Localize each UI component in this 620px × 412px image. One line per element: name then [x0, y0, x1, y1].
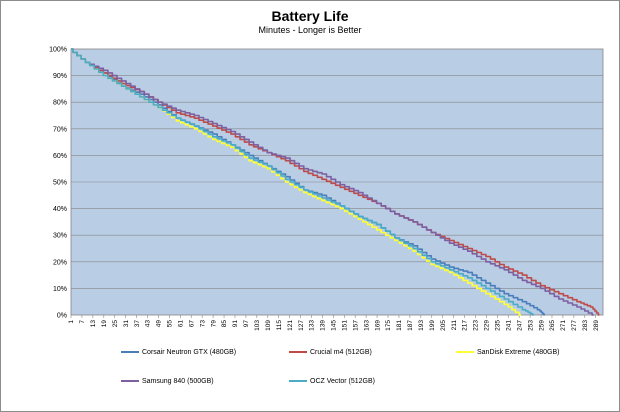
- x-tick-label: 61: [178, 320, 185, 328]
- x-tick-label: 103: [254, 320, 261, 331]
- legend-label: Samsung 840 (500GB): [142, 377, 214, 385]
- x-tick-label: 97: [243, 320, 250, 328]
- x-tick-label: 223: [473, 320, 480, 331]
- legend-swatch: [121, 380, 139, 382]
- chart-title: Battery Life: [271, 8, 349, 24]
- x-tick-label: 217: [462, 320, 469, 331]
- x-tick-label: 241: [505, 320, 512, 331]
- legend-label: Crucial m4 (512GB): [310, 348, 372, 356]
- y-tick-label: 80%: [53, 100, 67, 107]
- legend-item: SanDisk Extreme (480GB): [456, 346, 559, 358]
- series-line: [71, 48, 594, 316]
- x-tick-label: 229: [484, 320, 491, 331]
- chart-subtitle: Minutes - Longer is Better: [258, 25, 362, 35]
- x-tick-label: 13: [90, 320, 97, 328]
- x-tick-label: 163: [363, 320, 370, 331]
- series-line: [71, 48, 534, 316]
- x-tick-label: 235: [495, 320, 502, 331]
- x-tick-label: 211: [451, 320, 458, 331]
- x-tick-label: 205: [440, 320, 447, 331]
- x-tick-label: 259: [538, 320, 545, 331]
- x-tick-label: 49: [156, 320, 163, 328]
- legend-swatch: [456, 351, 474, 353]
- x-tick-label: 247: [516, 320, 523, 331]
- y-tick-label: 30%: [53, 233, 67, 240]
- x-tick-label: 19: [101, 320, 108, 328]
- series-line: [71, 48, 545, 316]
- y-tick-label: 60%: [53, 153, 67, 160]
- x-tick-label: 151: [341, 320, 348, 331]
- y-tick-label: 0%: [57, 313, 67, 320]
- legend-swatch: [121, 351, 139, 353]
- x-tick-label: 31: [123, 320, 130, 328]
- x-tick-label: 79: [210, 320, 217, 328]
- x-tick-label: 139: [320, 320, 327, 331]
- legend-label: OCZ Vector (512GB): [310, 377, 375, 385]
- x-tick-label: 271: [560, 320, 567, 331]
- legend-item: Crucial m4 (512GB): [289, 346, 372, 358]
- y-tick-label: 70%: [53, 126, 67, 133]
- y-tick-label: 10%: [53, 286, 67, 293]
- x-tick-label: 277: [571, 320, 578, 331]
- x-tick-label: 169: [374, 320, 381, 331]
- x-tick-label: 73: [199, 320, 206, 328]
- x-tick-label: 133: [309, 320, 316, 331]
- x-tick-label: 181: [396, 320, 403, 331]
- x-tick-label: 67: [188, 320, 195, 328]
- x-tick-label: 193: [418, 320, 425, 331]
- x-tick-label: 1: [68, 320, 75, 324]
- x-tick-label: 109: [265, 320, 272, 331]
- legend-item: Samsung 840 (500GB): [121, 375, 214, 387]
- y-tick-label: 40%: [53, 206, 67, 213]
- x-tick-label: 175: [385, 320, 392, 331]
- x-tick-label: 265: [549, 320, 556, 331]
- x-tick-label: 157: [352, 320, 359, 331]
- x-tick-label: 43: [145, 320, 152, 328]
- legend-swatch: [289, 380, 307, 382]
- x-tick-label: 253: [527, 320, 534, 331]
- y-tick-label: 50%: [53, 180, 67, 187]
- legend-label: Corsair Neutron GTX (480GB): [142, 348, 237, 356]
- x-tick-label: 85: [221, 320, 228, 328]
- x-tick-label: 7: [79, 320, 86, 324]
- x-tick-label: 121: [287, 320, 294, 331]
- x-tick-label: 289: [593, 320, 600, 331]
- x-tick-label: 199: [429, 320, 436, 331]
- x-tick-label: 25: [112, 320, 119, 328]
- x-tick-label: 91: [232, 320, 239, 328]
- legend-label: SanDisk Extreme (480GB): [477, 348, 560, 356]
- y-tick-label: 90%: [53, 73, 67, 80]
- legend-item: OCZ Vector (512GB): [289, 375, 375, 387]
- legend-swatch: [289, 351, 307, 353]
- y-tick-label: 20%: [53, 259, 67, 266]
- x-tick-label: 115: [276, 320, 283, 331]
- x-tick-label: 37: [134, 320, 141, 328]
- x-tick-label: 187: [407, 320, 414, 331]
- y-tick-label: 100%: [49, 47, 67, 54]
- x-tick-label: 145: [331, 320, 338, 331]
- legend-item: Corsair Neutron GTX (480GB): [121, 346, 236, 358]
- x-tick-label: 127: [298, 320, 305, 331]
- x-tick-label: 283: [582, 320, 589, 331]
- x-tick-label: 55: [167, 320, 174, 328]
